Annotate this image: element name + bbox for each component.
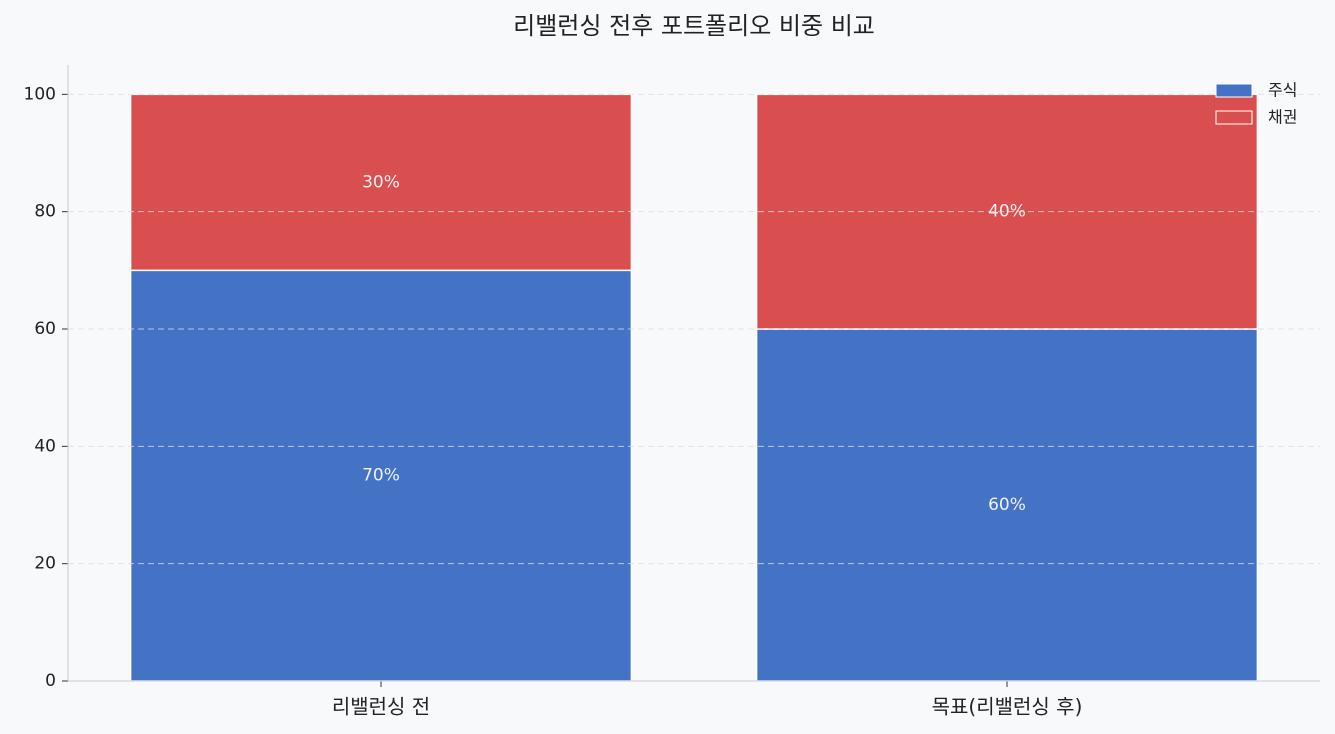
legend-swatch — [1215, 83, 1253, 98]
bar-segment — [129, 269, 633, 682]
y-tick-label: 40 — [34, 436, 56, 456]
x-tick-label: 리밸런싱 전 — [332, 695, 430, 719]
value-label: 70% — [362, 466, 400, 486]
legend-label: 채권 — [1268, 108, 1297, 127]
value-label: 40% — [988, 202, 1026, 222]
y-tick-label: 60 — [34, 319, 56, 339]
y-tick-label: 100 — [24, 84, 56, 104]
bar-segment — [755, 328, 1259, 682]
legend-label: 주식 — [1268, 81, 1297, 100]
legend-swatch — [1215, 110, 1253, 125]
value-label: 60% — [988, 495, 1026, 515]
x-tick-label: 목표(리밸런싱 후) — [932, 695, 1083, 719]
value-label: 30% — [362, 172, 400, 192]
y-tick-label: 80 — [34, 202, 56, 222]
chart-title: 리밸런싱 전후 포트폴리오 비중 비교 — [513, 12, 875, 40]
y-tick-label: 20 — [34, 554, 56, 574]
y-tick-label: 0 — [45, 671, 56, 691]
